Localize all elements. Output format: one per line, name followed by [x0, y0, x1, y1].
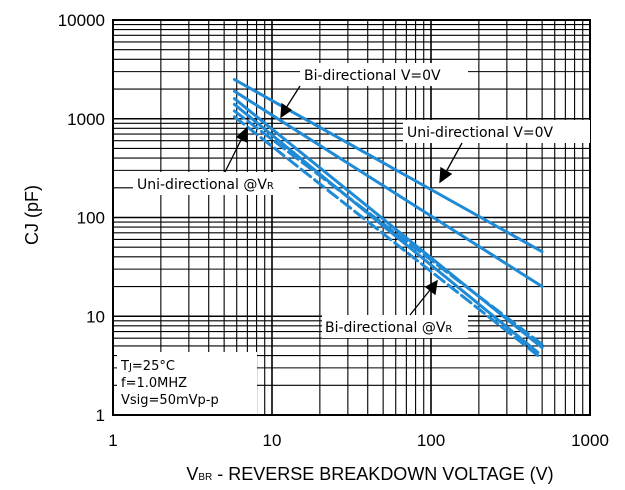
annotation-box-uni-vr — [133, 172, 299, 195]
series-line-uni_vr — [232, 102, 540, 354]
y-tick-label: 10 — [86, 307, 105, 326]
y-tick-labels: 1 10 100 1000 10000 — [58, 11, 105, 425]
arrowhead-uni-0v — [439, 166, 453, 184]
conditions-box — [117, 352, 257, 414]
annotation-arrows — [224, 85, 463, 316]
condition-temperature: TJ=25°C — [120, 359, 175, 374]
annotation-uni-0v: Uni-directional V=0V — [407, 125, 554, 141]
annotation-bi-vr: Bi-directional @VR — [325, 320, 452, 336]
series-line-uni_0v — [232, 89, 544, 288]
annotation-bi-0v: Bi-directional V=0V — [304, 68, 441, 84]
x-tick-labels: 1 10 100 1000 — [108, 431, 609, 450]
x-axis-label-sub: BR — [198, 472, 212, 483]
arrowhead-uni-vr — [235, 126, 248, 144]
annotation-box-bi-vr — [322, 315, 468, 338]
y-tick-label: 10000 — [58, 11, 105, 30]
x-axis-label-rest: - REVERSE BREAKDOWN VOLTAGE (V) — [212, 464, 553, 484]
condition-vsig: Vsig=50mVp-p — [121, 393, 219, 408]
series-line-bi_vr — [232, 109, 544, 346]
x-axis-label-main: V — [186, 464, 198, 484]
x-tick-label: 1000 — [571, 431, 609, 450]
series-line-bi_vr — [232, 115, 540, 357]
y-tick-label: 1 — [96, 406, 105, 425]
arrow-bi-0v — [285, 85, 301, 109]
arrow-uni-0v — [445, 142, 463, 173]
condition-frequency: f=1.0MHZ — [121, 376, 187, 391]
series-layer — [232, 78, 544, 357]
annotation-box-bi-0v — [300, 63, 468, 86]
plot-frame — [112, 19, 591, 416]
y-tick-label: 100 — [77, 209, 105, 228]
annotation-uni-vr: Uni-directional @VR — [137, 177, 274, 193]
arrowhead-bi-0v — [280, 102, 293, 119]
x-tick-label: 10 — [263, 431, 282, 450]
x-axis-label: VBR - REVERSE BREAKDOWN VOLTAGE (V) — [186, 464, 553, 484]
arrowhead-bi-vr — [424, 279, 438, 296]
annotation-box-uni-0v — [403, 120, 590, 143]
arrow-bi-vr — [409, 289, 431, 316]
x-tick-label: 100 — [417, 431, 445, 450]
x-tick-label: 1 — [108, 431, 117, 450]
y-tick-label: 1000 — [67, 110, 105, 129]
arrow-uni-vr — [224, 137, 243, 173]
y-axis-label: CJ (pF) — [22, 185, 42, 245]
